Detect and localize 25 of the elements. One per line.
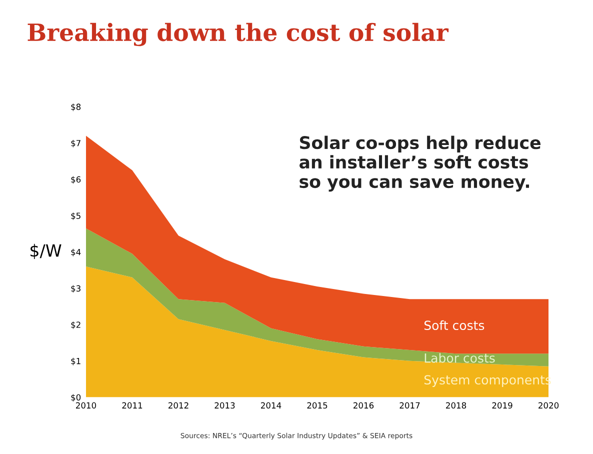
- series-label: Soft costs: [424, 320, 484, 330]
- y-tick-label: $4: [71, 248, 81, 256]
- series-label: Labor costs: [424, 353, 495, 363]
- x-tick-label: 2018: [446, 402, 466, 409]
- y-axis-title: $/W: [30, 244, 62, 260]
- y-tick-label: $2: [71, 321, 80, 329]
- y-tick-label: $7: [71, 140, 80, 148]
- x-tick-label: 2016: [354, 402, 374, 409]
- chart-title: Breaking down the cost of solar: [28, 22, 449, 46]
- y-tick-label: $5: [71, 212, 80, 220]
- x-tick-label: 2020: [538, 402, 559, 409]
- y-tick-label: $1: [71, 358, 80, 366]
- x-tick-label: 2019: [492, 402, 512, 409]
- x-tick-label: 2013: [214, 402, 235, 409]
- annotation: Solar co-ops help reduce an installer’s soft costs so you can save money.: [300, 136, 541, 192]
- y-tick-label: $6: [71, 176, 81, 184]
- x-tick-label: 2011: [122, 402, 142, 409]
- x-tick-label: 2014: [261, 402, 282, 409]
- y-tick-label: $3: [71, 285, 80, 293]
- x-tick-label: 2012: [168, 402, 188, 409]
- y-tick-label: $8: [71, 104, 81, 112]
- y-tick-label: $0: [71, 394, 81, 402]
- x-tick-label: 2010: [76, 402, 96, 409]
- x-tick-label: 2017: [400, 402, 420, 409]
- x-tick-label: 2015: [307, 402, 328, 409]
